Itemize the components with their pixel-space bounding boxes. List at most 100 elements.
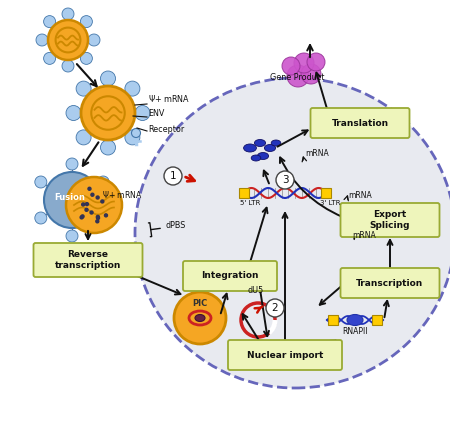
FancyArrowPatch shape bbox=[283, 213, 288, 339]
Circle shape bbox=[164, 167, 182, 185]
Text: Reverse
transcription: Reverse transcription bbox=[55, 250, 121, 270]
Circle shape bbox=[44, 172, 100, 228]
Circle shape bbox=[90, 211, 93, 214]
FancyArrowPatch shape bbox=[263, 170, 269, 184]
FancyBboxPatch shape bbox=[228, 340, 342, 370]
FancyArrowPatch shape bbox=[83, 142, 99, 166]
Text: 5' LTR: 5' LTR bbox=[240, 200, 261, 206]
Text: Integration: Integration bbox=[201, 272, 259, 280]
Circle shape bbox=[76, 130, 91, 145]
FancyArrowPatch shape bbox=[315, 73, 334, 133]
Circle shape bbox=[82, 203, 85, 206]
FancyBboxPatch shape bbox=[310, 108, 410, 138]
Circle shape bbox=[96, 196, 99, 199]
Bar bbox=[239, 188, 249, 198]
Text: Export
Splicing: Export Splicing bbox=[370, 210, 410, 230]
Text: Gene Product: Gene Product bbox=[270, 73, 324, 82]
Text: 3: 3 bbox=[282, 175, 288, 185]
Circle shape bbox=[301, 64, 321, 84]
Circle shape bbox=[88, 34, 100, 46]
Circle shape bbox=[125, 130, 140, 145]
Text: mRNA: mRNA bbox=[352, 231, 376, 240]
Circle shape bbox=[174, 292, 226, 344]
Text: dPBS: dPBS bbox=[165, 221, 185, 230]
Text: ENV: ENV bbox=[148, 109, 164, 118]
Circle shape bbox=[100, 71, 116, 86]
Text: $\Psi$+ mRNA: $\Psi$+ mRNA bbox=[102, 189, 142, 200]
Text: Nuclear import: Nuclear import bbox=[247, 350, 323, 360]
FancyArrowPatch shape bbox=[243, 314, 259, 339]
Circle shape bbox=[97, 176, 109, 188]
Circle shape bbox=[88, 187, 91, 190]
Circle shape bbox=[66, 158, 78, 170]
Circle shape bbox=[266, 299, 284, 317]
Circle shape bbox=[66, 230, 78, 242]
Ellipse shape bbox=[243, 144, 256, 152]
Text: RNAPII: RNAPII bbox=[342, 327, 368, 336]
Circle shape bbox=[97, 212, 109, 224]
FancyArrowPatch shape bbox=[221, 294, 228, 313]
Text: 1: 1 bbox=[170, 171, 176, 181]
Bar bbox=[372, 315, 382, 325]
Bar bbox=[321, 188, 331, 198]
Circle shape bbox=[125, 81, 140, 96]
Circle shape bbox=[86, 203, 89, 205]
Ellipse shape bbox=[347, 314, 363, 325]
Circle shape bbox=[276, 171, 294, 189]
FancyArrowPatch shape bbox=[387, 240, 392, 267]
FancyArrowPatch shape bbox=[384, 301, 389, 317]
Text: mRNA: mRNA bbox=[305, 149, 329, 158]
Circle shape bbox=[66, 177, 122, 233]
Circle shape bbox=[44, 53, 56, 64]
Text: dU5: dU5 bbox=[248, 286, 264, 295]
Bar bbox=[328, 315, 338, 325]
FancyBboxPatch shape bbox=[341, 268, 440, 298]
Circle shape bbox=[62, 60, 74, 72]
FancyArrowPatch shape bbox=[280, 158, 342, 217]
Circle shape bbox=[96, 215, 99, 219]
Circle shape bbox=[282, 57, 300, 75]
Text: Translation: Translation bbox=[332, 119, 388, 127]
Circle shape bbox=[287, 65, 309, 87]
FancyBboxPatch shape bbox=[183, 261, 277, 291]
Ellipse shape bbox=[251, 155, 261, 161]
Text: mRNA: mRNA bbox=[348, 191, 372, 200]
Text: Fusion: Fusion bbox=[54, 194, 86, 202]
Ellipse shape bbox=[195, 314, 205, 321]
Ellipse shape bbox=[271, 140, 281, 146]
Text: Receptor: Receptor bbox=[148, 125, 184, 134]
FancyBboxPatch shape bbox=[341, 203, 440, 237]
Text: 2: 2 bbox=[272, 303, 278, 313]
Circle shape bbox=[44, 16, 56, 28]
Circle shape bbox=[85, 208, 88, 211]
Circle shape bbox=[307, 53, 325, 71]
Ellipse shape bbox=[257, 152, 269, 159]
FancyArrowPatch shape bbox=[243, 208, 267, 286]
Circle shape bbox=[81, 53, 92, 64]
FancyArrowPatch shape bbox=[77, 64, 97, 86]
Circle shape bbox=[66, 106, 81, 120]
FancyArrowPatch shape bbox=[312, 340, 336, 353]
FancyArrowPatch shape bbox=[261, 292, 269, 336]
FancyArrowPatch shape bbox=[278, 131, 308, 147]
Circle shape bbox=[80, 216, 83, 219]
FancyArrowPatch shape bbox=[255, 307, 262, 313]
Text: PIC: PIC bbox=[193, 300, 207, 308]
Circle shape bbox=[135, 106, 150, 120]
Circle shape bbox=[97, 216, 99, 219]
Text: 3' LTR: 3' LTR bbox=[320, 200, 341, 206]
FancyBboxPatch shape bbox=[33, 243, 143, 277]
Circle shape bbox=[81, 86, 135, 140]
Text: Transcription: Transcription bbox=[356, 279, 423, 287]
Circle shape bbox=[104, 214, 108, 217]
Circle shape bbox=[35, 212, 47, 224]
Ellipse shape bbox=[254, 139, 266, 146]
FancyArrowPatch shape bbox=[133, 274, 180, 294]
Ellipse shape bbox=[265, 145, 275, 152]
FancyArrowPatch shape bbox=[320, 285, 343, 305]
Circle shape bbox=[101, 200, 104, 203]
Circle shape bbox=[76, 81, 91, 96]
Circle shape bbox=[81, 215, 84, 218]
Circle shape bbox=[35, 176, 47, 188]
Text: $\Psi$+ mRNA: $\Psi$+ mRNA bbox=[148, 93, 190, 104]
